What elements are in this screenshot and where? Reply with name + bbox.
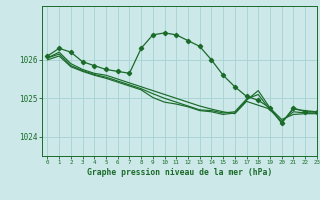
X-axis label: Graphe pression niveau de la mer (hPa): Graphe pression niveau de la mer (hPa) bbox=[87, 168, 272, 177]
